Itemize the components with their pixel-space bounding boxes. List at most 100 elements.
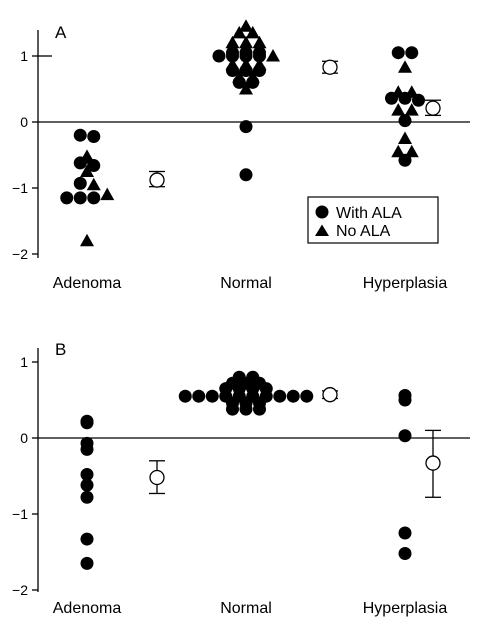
y-tick-label: 0 [20,430,28,446]
data-point-circle [286,389,300,403]
data-point-triangle [80,164,94,177]
data-point-circle [391,46,405,60]
data-point-circle [87,130,101,144]
data-point-circle [80,490,94,504]
data-point-circle [73,176,87,190]
data-point-circle [253,46,266,60]
data-point-triangle [239,82,253,95]
mean-marker [425,100,441,116]
mean-marker [322,387,338,403]
y-tick-label: −1 [12,180,28,196]
data-point-circle [398,429,412,443]
panel-label: A [55,23,67,42]
legend-box [307,196,439,244]
data-point-circle [273,389,287,403]
data-point-triangle [391,85,406,98]
data-point-circle [398,114,412,128]
data-point-triangle [232,70,247,83]
data-point-circle [73,191,87,205]
data-point-circle [87,191,101,205]
x-category-labels: Adenoma Normal Hyperplasia [53,275,448,292]
data-point-triangle [239,35,253,49]
x-tick-label: Adenoma [53,600,122,617]
data-marks [60,19,425,247]
data-point-triangle [225,35,240,49]
mean-marker [149,172,165,188]
data-point-triangle [245,70,260,83]
data-point-circle [239,168,253,182]
summary-markers [149,59,441,188]
x-tick-label: Hyperplasia [363,600,448,617]
data-point-circle [405,46,419,60]
data-point-triangle [232,25,247,39]
mean-marker [322,59,338,75]
data-point-triangle [391,144,406,158]
data-point-circle [80,478,94,492]
data-point-circle [239,46,253,60]
data-point-triangle [100,187,115,201]
data-point-triangle [391,103,406,116]
data-point-triangle [245,25,260,39]
data-point-triangle [252,57,267,71]
y-ticks: 1 0 −1 −2 [12,48,52,262]
data-point-circle [226,402,239,416]
y-tick-label: 1 [20,48,28,64]
data-point-circle [398,393,412,407]
data-point-circle [239,120,253,134]
y-ticks: 1 0 −1 −2 [12,354,38,598]
data-point-circle [205,389,219,403]
data-point-triangle [239,19,253,32]
data-point-circle [80,532,94,546]
x-tick-label: Adenoma [53,275,122,292]
data-point-circle [192,389,206,403]
data-point-circle [239,402,253,416]
data-point-triangle [404,103,419,116]
data-point-circle [60,191,74,205]
data-point-circle [80,467,94,481]
x-tick-label: Normal [220,600,272,617]
data-point-circle [80,442,94,456]
y-tick-label: 0 [20,114,28,130]
data-point-triangle [86,177,101,191]
data-point-triangle [404,85,419,98]
legend-entry-no-ala: No ALA [336,223,391,240]
data-point-triangle [225,57,240,71]
data-point-circle [73,128,87,142]
data-point-triangle [404,144,419,158]
panel-label: B [55,340,66,359]
x-category-labels: Adenoma Normal Hyperplasia [53,600,448,617]
data-point-circle [226,46,239,60]
x-tick-label: Normal [220,275,272,292]
data-point-circle [398,526,412,540]
y-tick-label: −2 [12,246,28,262]
data-point-circle [398,547,412,561]
data-point-circle [300,389,314,403]
legend-triangle-marker [315,224,329,236]
panel-a: A 1 0 −1 −2 Adenoma Normal Hyperplasia With A… [12,19,470,292]
data-point-circle [80,416,94,430]
data-point-triangle [80,233,94,247]
legend-circle-marker [315,205,329,219]
data-point-triangle [398,131,412,144]
data-point-circle [80,556,94,570]
y-tick-label: −1 [12,506,28,522]
legend-entry-with-ala: With ALA [336,205,402,222]
summary-markers [149,387,441,498]
legend: With ALA No ALA [307,196,439,244]
mean-marker [149,469,165,486]
data-point-triangle [266,49,280,62]
data-point-circle [253,402,266,416]
data-point-triangle [398,60,412,73]
data-point-triangle [239,57,253,71]
data-point-triangle [80,149,94,162]
panel-b: B 1 0 −1 −2 Adenoma Normal Hyperplasia [12,340,470,617]
mean-marker [425,455,441,471]
data-marks [80,370,412,570]
y-tick-label: −2 [12,582,28,598]
data-point-circle [212,49,226,63]
data-point-circle [178,389,192,403]
data-point-triangle [252,35,267,49]
x-tick-label: Hyperplasia [363,275,448,292]
y-tick-label: 1 [20,354,28,370]
